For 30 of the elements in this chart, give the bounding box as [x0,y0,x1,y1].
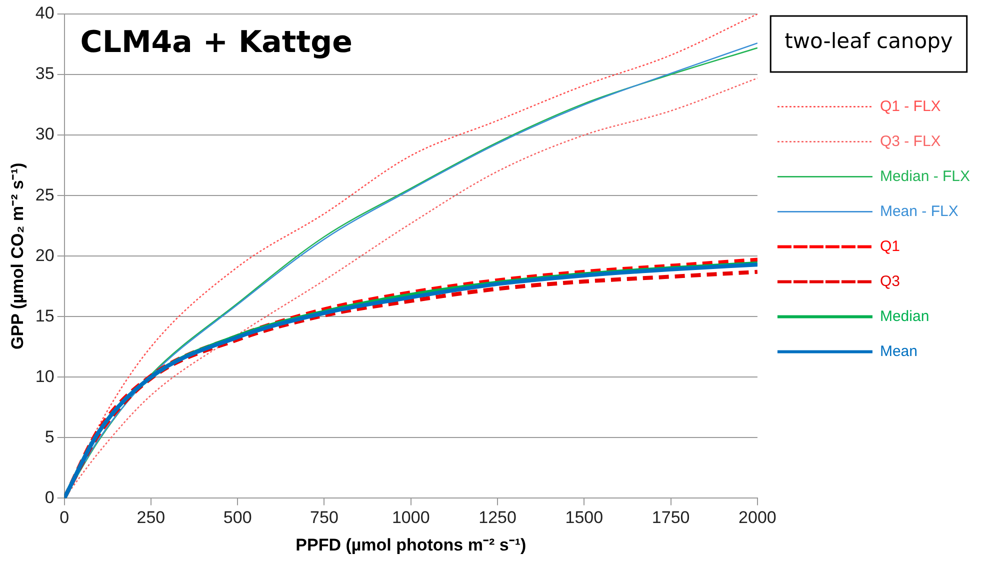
y-tick-label: 20 [35,246,54,265]
y-tick-label: 30 [35,124,54,144]
y-tick-label: 15 [35,306,54,326]
text: Q1 [880,238,900,255]
x-tick-label: 2000 [738,508,776,528]
x-tick-label: 750 [310,508,338,528]
x-axis-title: PPFD (µmol photons m⁻² s⁻¹) [296,535,526,554]
x-tick-label: 250 [136,508,166,528]
text: Median [880,308,930,325]
y-tick-label: 0 [44,488,54,507]
y-tick-label: 35 [35,64,54,84]
x-tick-label: 1000 [392,508,430,528]
y-tick-label: 40 [35,4,54,23]
y-tick-label: 25 [35,185,54,204]
x-tick-label: 1750 [652,508,690,528]
x-tick-label: 1500 [565,508,604,528]
text: Median - FLX [880,168,970,185]
chart-title: CLM4a + Kattge [80,24,352,60]
text: Q1 - FLX [880,98,941,115]
text: Mean - FLX [880,202,958,220]
y-tick-label: 10 [35,366,54,386]
legend-title: two-leaf canopy [784,28,953,53]
text: Q3 - FLX [880,132,941,150]
x-tick-label: 0 [60,508,70,528]
x-tick-label: 1250 [478,508,516,528]
x-tick-label: 500 [223,508,252,528]
y-axis-title: GPP (µmol CO₂ m⁻² s⁻¹) [8,162,27,350]
y-tick-label: 5 [44,427,54,446]
text: Mean [880,342,918,360]
text: Q3 [880,272,900,290]
